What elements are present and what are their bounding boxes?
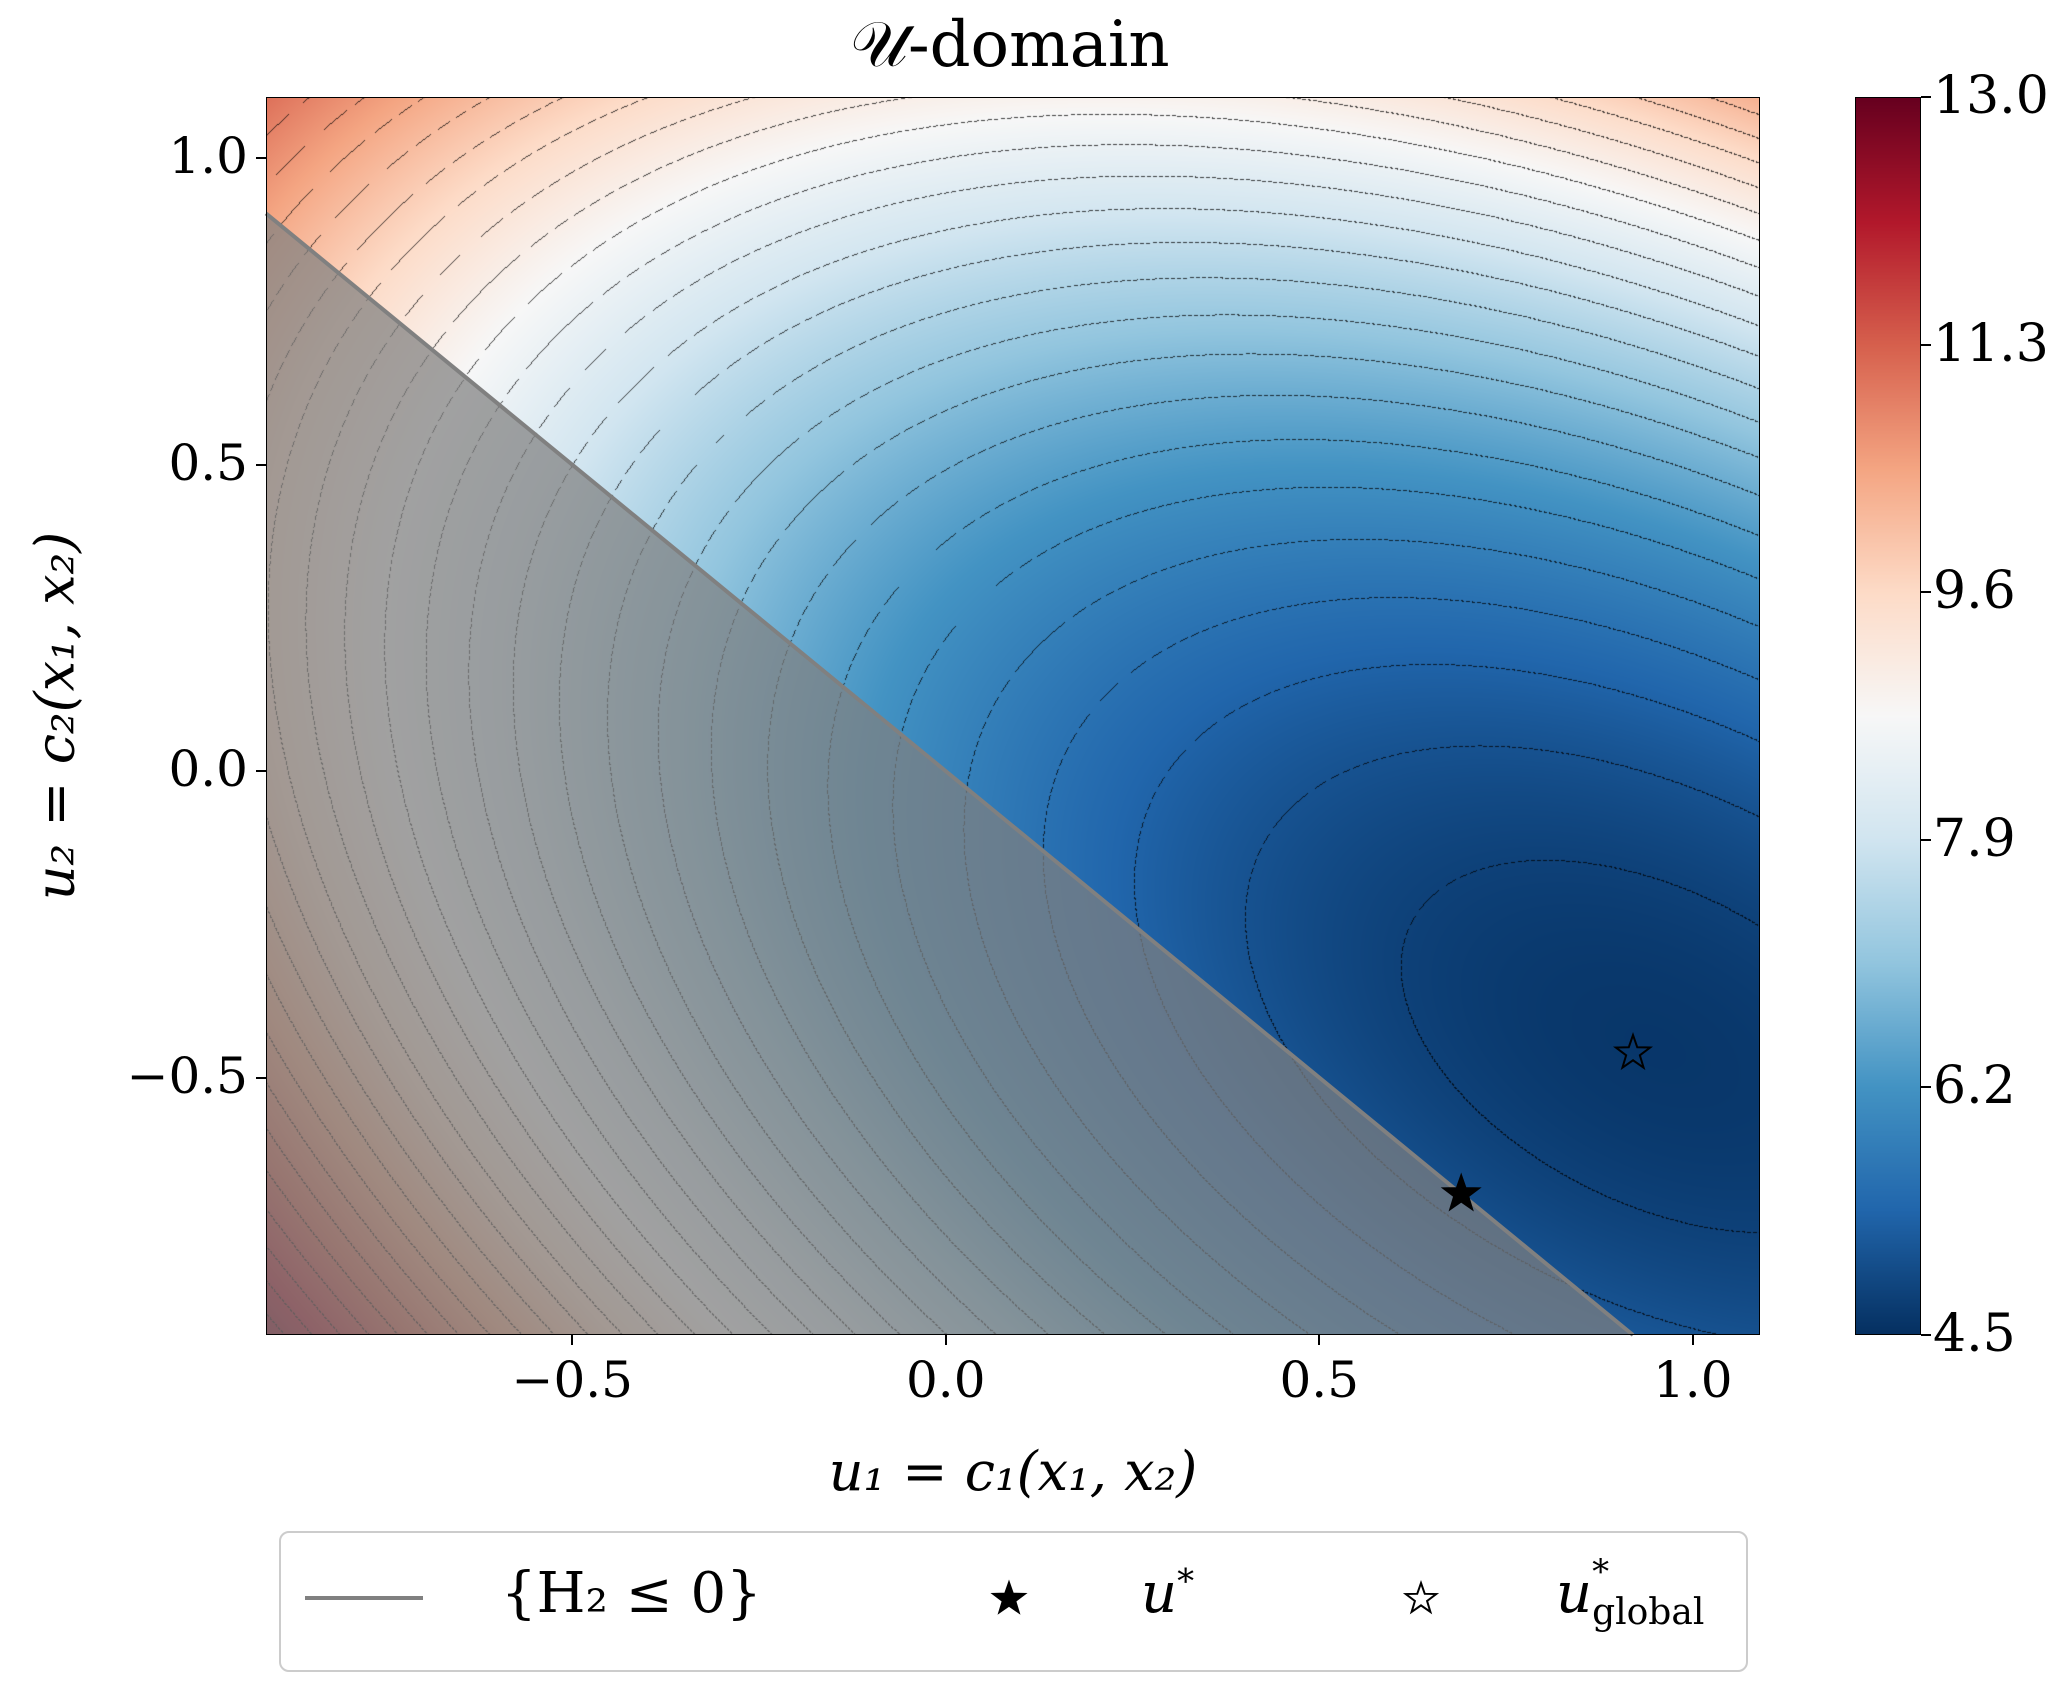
legend-label-infeasible: {H₂ ≤ 0} xyxy=(501,1561,762,1626)
y-tick-mark xyxy=(256,157,266,160)
y-tick-mark xyxy=(256,463,266,466)
x-tick-mark xyxy=(1691,1335,1694,1345)
x-tick-mark xyxy=(1318,1335,1321,1345)
x-tick-label: 0.5 xyxy=(1279,1351,1360,1409)
y-tick-mark xyxy=(256,770,266,773)
legend-line-swatch xyxy=(305,1596,423,1600)
x-tick-label: −0.5 xyxy=(511,1351,633,1409)
legend-label-u-star-global: u * global xyxy=(1556,1552,1705,1633)
colorbar-tick-mark xyxy=(1921,838,1931,841)
x-axis-label: u₁ = c₁(x₁, x₂) xyxy=(828,1440,1198,1503)
colorbar-tick-mark xyxy=(1921,1086,1931,1089)
colorbar-tick-label: 11.3 xyxy=(1933,313,2049,374)
colorbar-tick-label: 9.6 xyxy=(1933,561,2016,622)
colorbar-tick-label: 13.0 xyxy=(1933,66,2049,126)
legend-label-u-star: u* xyxy=(1141,1561,1195,1626)
x-tick-label: 0.0 xyxy=(906,1351,986,1409)
y-tick-label: 0.0 xyxy=(168,740,248,799)
colorbar-tick-mark xyxy=(1921,1334,1931,1336)
overlay-layer xyxy=(264,211,1654,1337)
colorbar xyxy=(1855,97,1921,1335)
chart-title: 𝒰-domain xyxy=(850,8,1170,82)
colorbar-tick-label: 7.9 xyxy=(1933,808,2016,869)
constraint-boundary-line xyxy=(264,211,1635,1337)
y-axis-label: u₂ = c₂(x₁, x₂) xyxy=(23,531,87,901)
y-tick-label: 0.5 xyxy=(168,433,248,492)
y-tick-mark xyxy=(256,1076,266,1079)
colorbar-tick-label: 6.2 xyxy=(1933,1056,2016,1117)
colorbar-tick-label: 4.5 xyxy=(1933,1304,2016,1364)
optimum-point-star xyxy=(1440,1172,1482,1212)
hollow-star-icon xyxy=(1402,1579,1440,1615)
global-optimum-point-star xyxy=(1612,1032,1654,1071)
y-tick-label: −0.5 xyxy=(126,1046,248,1105)
legend: {H₂ ≤ 0} u* u * global xyxy=(279,1531,1748,1672)
y-tick-label: 1.0 xyxy=(168,127,248,186)
colorbar-tick-mark xyxy=(1921,96,1931,98)
colorbar-tick-mark xyxy=(1921,343,1931,346)
colorbar-tick-mark xyxy=(1921,591,1931,594)
x-tick-mark xyxy=(571,1335,574,1345)
plot-area xyxy=(264,97,1760,1337)
x-tick-label: 1.0 xyxy=(1653,1351,1733,1409)
filled-star-icon xyxy=(990,1579,1028,1615)
x-tick-mark xyxy=(944,1335,947,1345)
